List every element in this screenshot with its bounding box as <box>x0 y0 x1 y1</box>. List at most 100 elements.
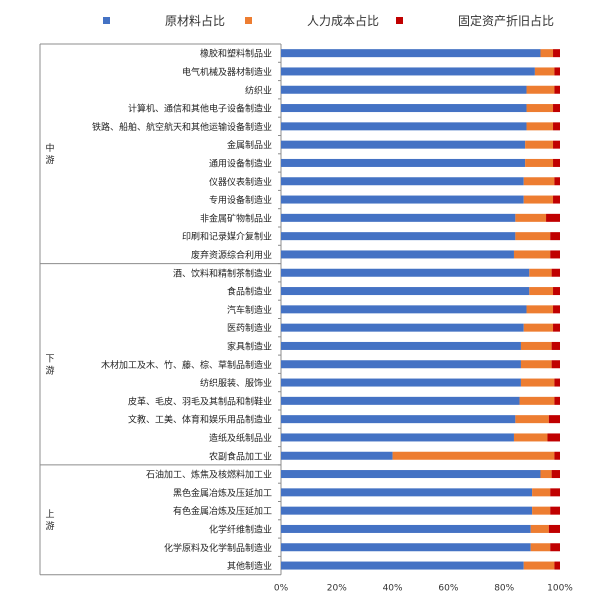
bar-segment-1-8-1 <box>515 415 549 424</box>
bar-segment-1-7-2 <box>554 396 560 405</box>
bar-segment-0-7-0 <box>281 177 524 186</box>
category-label-0-3: 计算机、通信和其他电子设备制造业 <box>128 103 272 115</box>
bar-segment-1-6-1 <box>520 378 555 387</box>
x-tick-label-5: 100% <box>547 584 573 594</box>
bar-segment-1-0-0 <box>281 268 530 277</box>
bar-segment-2-3-0 <box>281 524 531 533</box>
bar-segment-0-5-0 <box>281 140 526 149</box>
bar-segment-0-8-0 <box>281 195 524 204</box>
legend-label-1: 人力成本占比 <box>307 13 379 28</box>
bar-segment-1-4-0 <box>281 341 521 350</box>
bar-segment-1-2-0 <box>281 305 527 314</box>
bar-segment-2-3-1 <box>530 524 549 533</box>
bar-segment-2-0-1 <box>540 470 552 479</box>
category-label-2-0: 石油加工、炼焦及核燃料加工业 <box>146 469 272 481</box>
x-tick-label-1: 20% <box>327 584 347 594</box>
category-label-0-9: 非金属矿物制品业 <box>200 212 272 224</box>
bar-segment-1-0-2 <box>551 268 560 277</box>
group-label-2: 上游 <box>45 509 54 532</box>
bar-segment-0-8-2 <box>553 195 560 204</box>
category-label-1-3: 医药制造业 <box>227 322 272 334</box>
bar-segment-0-3-1 <box>526 104 554 113</box>
bar-segment-2-0-2 <box>551 470 560 479</box>
bar-segment-0-9-0 <box>281 213 516 222</box>
category-label-0-0: 橡胶和塑料制品业 <box>200 48 272 60</box>
category-label-2-2: 有色金属冶炼及压延加工 <box>173 505 272 517</box>
bar-segment-0-10-1 <box>515 232 551 241</box>
bar-segment-2-0-0 <box>281 470 541 479</box>
category-label-1-0: 酒、饮料和精制茶制造业 <box>173 267 272 279</box>
bar-segment-1-0-1 <box>529 268 552 277</box>
bar-segment-0-7-1 <box>523 177 555 186</box>
category-label-0-5: 金属制品业 <box>227 139 272 151</box>
bar-segment-2-2-2 <box>550 506 560 515</box>
bar-segment-0-0-2 <box>553 49 560 58</box>
category-label-0-11: 废弃资源综合利用业 <box>191 249 272 261</box>
category-label-1-6: 纺织服装、服饰业 <box>200 377 272 389</box>
category-label-2-3: 化学纤维制造业 <box>209 523 272 535</box>
bar-segment-1-7-0 <box>281 396 520 405</box>
x-tick-label-2: 40% <box>383 584 403 594</box>
bar-segment-1-9-2 <box>547 433 560 442</box>
bar-segment-0-11-1 <box>513 250 551 259</box>
bar-segment-0-4-0 <box>281 122 527 131</box>
bar-segment-0-3-0 <box>281 104 527 113</box>
bar-segment-2-5-0 <box>281 561 524 570</box>
bar-segment-0-9-1 <box>515 213 547 222</box>
bar-segment-1-1-0 <box>281 287 530 296</box>
category-label-0-7: 仪器仪表制造业 <box>209 176 272 188</box>
category-label-0-2: 纺织业 <box>245 84 272 96</box>
category-label-1-1: 食品制造业 <box>227 286 272 298</box>
bar-segment-0-5-2 <box>553 140 560 149</box>
category-label-1-7: 皮革、毛皮、羽毛及其制品和制鞋业 <box>128 395 272 407</box>
bar-segment-1-8-0 <box>281 415 516 424</box>
bar-segment-0-10-0 <box>281 232 516 241</box>
legend-swatch-1 <box>245 17 252 24</box>
x-tick-label-0: 0% <box>274 584 289 594</box>
bar-segment-0-2-0 <box>281 85 527 94</box>
bar-segment-1-4-1 <box>520 341 552 350</box>
category-label-0-8: 专用设备制造业 <box>209 194 272 206</box>
bar-segment-1-6-2 <box>554 378 560 387</box>
bar-segment-1-1-2 <box>553 287 560 296</box>
bar-segment-2-4-1 <box>530 543 551 552</box>
bar-segment-1-10-0 <box>281 451 393 460</box>
bar-segment-0-1-0 <box>281 67 535 76</box>
bar-segment-0-4-1 <box>526 122 554 131</box>
bar-segment-2-5-1 <box>523 561 555 570</box>
category-label-2-4: 化学原料及化学制品制造业 <box>164 542 272 554</box>
bar-segment-0-3-2 <box>553 104 560 113</box>
bar-segment-0-6-1 <box>525 158 554 167</box>
category-label-0-4: 铁路、船舶、航空航天和其他运输设备制造业 <box>92 121 272 133</box>
bar-segment-2-1-2 <box>550 488 560 497</box>
bar-segment-0-8-1 <box>523 195 554 204</box>
bar-segment-2-5-2 <box>554 561 560 570</box>
bar-segment-1-10-2 <box>554 451 560 460</box>
bar-segment-1-5-0 <box>281 360 521 369</box>
x-tick-label-3: 60% <box>438 584 458 594</box>
bar-segment-0-0-0 <box>281 49 541 58</box>
bar-segment-0-0-1 <box>540 49 554 58</box>
category-label-1-4: 家具制造业 <box>227 340 272 352</box>
bar-segment-0-9-2 <box>546 213 560 222</box>
bar-segment-2-2-1 <box>532 506 551 515</box>
bar-segment-1-6-0 <box>281 378 521 387</box>
bar-segment-1-2-2 <box>553 305 560 314</box>
bar-segment-1-2-1 <box>526 305 554 314</box>
group-label-1: 下游 <box>45 354 54 376</box>
bar-segment-1-3-0 <box>281 323 524 332</box>
legend-label-2: 固定资产折旧占比 <box>458 13 554 28</box>
bar-segment-1-1-1 <box>529 287 554 296</box>
bar-segment-2-1-0 <box>281 488 533 497</box>
bar-segment-2-2-0 <box>281 506 533 515</box>
bar-segment-0-6-2 <box>553 158 560 167</box>
bar-segment-1-10-1 <box>392 451 555 460</box>
bar-segment-1-9-1 <box>513 433 548 442</box>
bar-segment-1-9-0 <box>281 433 514 442</box>
bar-segment-1-5-2 <box>551 360 560 369</box>
category-label-1-10: 农副食品加工业 <box>209 450 272 462</box>
bar-segment-1-4-2 <box>551 341 560 350</box>
x-tick-label-4: 80% <box>494 584 514 594</box>
bar-segment-2-1-1 <box>532 488 551 497</box>
